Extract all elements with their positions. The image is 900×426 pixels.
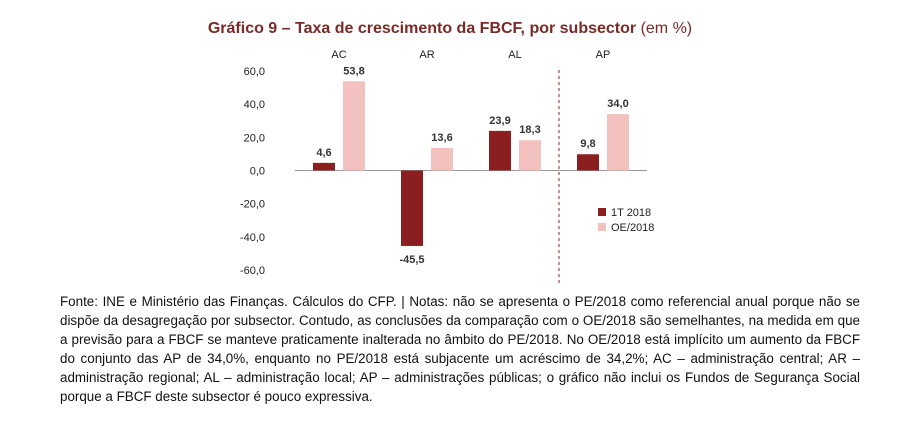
legend-label: OE/2018 [611,222,654,234]
y-tick-label: -60,0 [240,265,265,277]
bar [401,170,423,246]
y-tick-label: 40,0 [244,99,265,111]
y-tick-label: 0,0 [250,166,265,178]
y-tick-label: -40,0 [240,232,265,244]
y-tick-label: -20,0 [240,199,265,211]
data-label: 23,9 [489,115,510,127]
data-label: 13,6 [431,132,452,144]
bar [607,114,629,171]
category-label: AP [596,49,611,61]
bar [313,162,335,171]
data-label: 34,0 [607,98,628,110]
data-label: 53,8 [343,65,364,77]
bar-chart: 60,0 40,0 20,0 0,0 -20,0 -40,0 -60,0 AC 4,6 53,8 A… [240,49,654,286]
legend-swatch [598,223,606,231]
category-label: AL [508,49,521,61]
chart-title: Gráfico 9 – Taxa de crescimento da FBCF,… [0,20,900,38]
bar [577,154,599,171]
legend-swatch [598,208,606,216]
legend-label: 1T 2018 [611,207,651,219]
bar [519,140,541,171]
bar [489,130,511,171]
source-notes: Fonte: INE e Ministério das Finanças. Cá… [60,294,860,404]
chart-title-text: Gráfico 9 – Taxa de crescimento da FBCF,… [207,20,637,37]
data-label: 4,6 [316,147,331,159]
category-label: AC [331,49,346,61]
data-label: 18,3 [519,124,540,136]
category-label: AR [419,49,434,61]
y-tick-label: 20,0 [244,132,265,144]
data-label: 9,8 [580,138,595,150]
bar [431,147,453,171]
bar [343,81,365,171]
chart-title-unit: (em %) [640,20,693,37]
y-tick-label: 60,0 [244,66,265,78]
data-label: -45,5 [399,254,424,266]
